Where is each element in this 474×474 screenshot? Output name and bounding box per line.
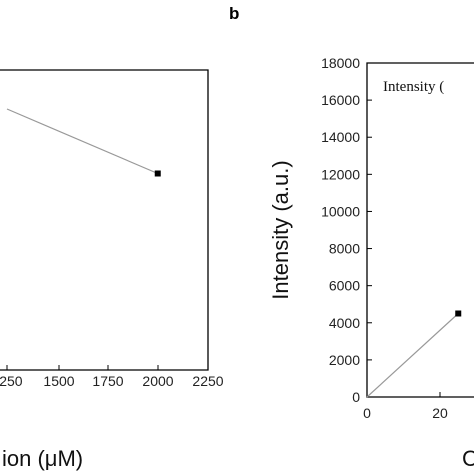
panel-b-y-tick-label: 14000	[321, 129, 360, 145]
panel-b-y-ticks	[367, 62, 372, 398]
panel-b-y-tick-label: 6000	[329, 278, 360, 294]
panel-b-x-tick-labels: 0 20	[363, 405, 448, 421]
panel-b-series	[366, 310, 462, 398]
panel-a-x-tick-label: 1750	[92, 373, 123, 389]
panel-b-legend-text: Intensity (	[383, 79, 444, 95]
panel-b-y-tick-label: 8000	[329, 241, 360, 257]
panel-b-y-tick-label: 4000	[329, 315, 360, 331]
panel-b-y-tick-label: 2000	[329, 352, 360, 368]
panel-b-plot-frame	[366, 62, 474, 398]
panel-b-x-axis-title-fragment: C	[462, 446, 474, 471]
panel-a-plot-frame	[0, 69, 209, 371]
panel-b-y-tick-label: 16000	[321, 92, 360, 108]
panel-a-x-tick-labels: 2250 1500 1750 2000 2250	[0, 373, 224, 389]
panel-a-data-point	[154, 170, 161, 177]
panel-b-series-line	[366, 313, 459, 398]
panel-b-y-tick-label: 0	[352, 389, 360, 405]
panel-a-x-tick-label: 2250	[192, 373, 223, 389]
panel-b: b 0 2000 4000 6000 8000 10000 12000 14000 16000 1…	[229, 4, 474, 471]
panel-b-y-tick-label: 10000	[321, 203, 360, 219]
panel-b-letter: b	[229, 4, 239, 23]
panel-b-x-tick-label: 20	[432, 405, 448, 421]
panel-b-x-ticks	[366, 392, 441, 397]
panel-a-x-tick-label: 2000	[142, 373, 173, 389]
panel-a-series-line	[6, 108, 158, 175]
panel-b-data-point	[455, 310, 462, 317]
panel-a-x-tick-label: 1500	[43, 373, 74, 389]
panel-b-y-axis-title: Intensity (a.u.)	[268, 160, 293, 299]
panel-b-x-tick-label: 0	[363, 405, 371, 421]
panel-a-x-ticks	[6, 365, 209, 370]
panel-a: 2250 1500 1750 2000 2250 ion (μM)	[0, 69, 224, 471]
panel-b-y-tick-label: 12000	[321, 166, 360, 182]
panel-a-x-tick-label: 2250	[0, 373, 23, 389]
panel-b-y-tick-labels: 0 2000 4000 6000 8000 10000 12000 14000 16000 180…	[321, 55, 360, 405]
panel-a-x-axis-title: ion (μM)	[2, 446, 83, 471]
panel-b-y-tick-label: 18000	[321, 55, 360, 71]
panel-a-series	[6, 108, 161, 177]
